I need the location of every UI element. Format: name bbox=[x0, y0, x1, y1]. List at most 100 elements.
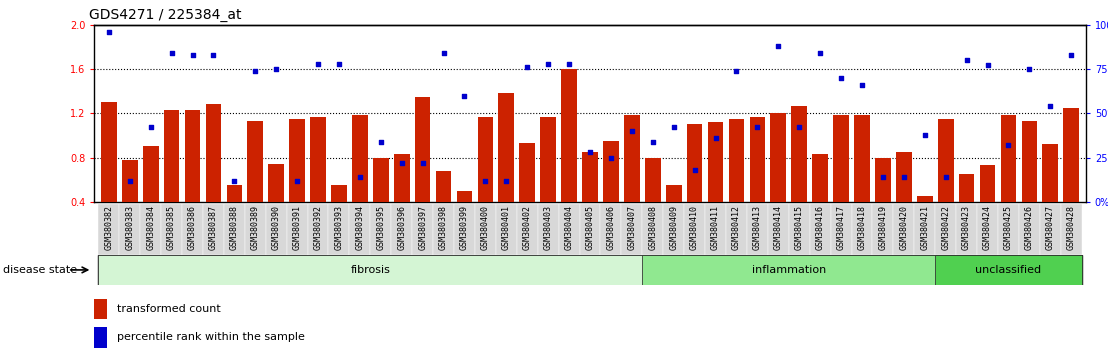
Bar bbox=[684, 204, 705, 255]
Bar bbox=[852, 204, 872, 255]
Bar bbox=[643, 255, 935, 285]
Bar bbox=[414, 97, 431, 202]
Bar bbox=[622, 204, 643, 255]
Bar bbox=[896, 152, 912, 202]
Bar bbox=[977, 204, 998, 255]
Point bbox=[100, 29, 117, 35]
Point bbox=[434, 50, 452, 56]
Bar bbox=[328, 204, 349, 255]
Point bbox=[205, 52, 223, 58]
Bar bbox=[499, 93, 514, 202]
Text: GSM380425: GSM380425 bbox=[1004, 205, 1013, 250]
Bar bbox=[935, 255, 1081, 285]
Text: GSM380407: GSM380407 bbox=[627, 205, 636, 250]
Text: GSM380421: GSM380421 bbox=[921, 205, 930, 250]
Text: GSM380384: GSM380384 bbox=[146, 205, 155, 250]
Point bbox=[978, 63, 996, 68]
Bar bbox=[937, 119, 954, 202]
Point bbox=[142, 125, 160, 130]
Bar bbox=[747, 204, 768, 255]
Text: transformed count: transformed count bbox=[117, 304, 222, 314]
Bar bbox=[956, 204, 977, 255]
Text: GSM380414: GSM380414 bbox=[773, 205, 782, 250]
Bar bbox=[143, 147, 158, 202]
Point bbox=[267, 66, 285, 72]
Text: GSM380393: GSM380393 bbox=[335, 205, 343, 250]
Bar bbox=[541, 116, 556, 202]
Bar bbox=[537, 204, 558, 255]
Text: GSM380422: GSM380422 bbox=[941, 205, 951, 250]
Point bbox=[184, 52, 202, 58]
Text: GSM380400: GSM380400 bbox=[481, 205, 490, 250]
Bar bbox=[226, 185, 243, 202]
Bar bbox=[812, 154, 828, 202]
Bar bbox=[224, 204, 245, 255]
Bar bbox=[94, 298, 107, 319]
Bar bbox=[854, 115, 870, 202]
Bar bbox=[203, 204, 224, 255]
Point bbox=[665, 125, 683, 130]
Bar bbox=[433, 204, 454, 255]
Bar bbox=[789, 204, 810, 255]
Bar bbox=[1019, 204, 1039, 255]
Bar bbox=[373, 158, 389, 202]
Point bbox=[623, 128, 640, 134]
Bar bbox=[310, 116, 326, 202]
Text: GSM380383: GSM380383 bbox=[125, 205, 134, 250]
Bar bbox=[893, 204, 914, 255]
Text: GSM380389: GSM380389 bbox=[250, 205, 259, 250]
Bar bbox=[120, 204, 141, 255]
Bar bbox=[645, 158, 660, 202]
Text: GSM380385: GSM380385 bbox=[167, 205, 176, 250]
Text: GSM380406: GSM380406 bbox=[606, 205, 615, 250]
Point bbox=[330, 61, 348, 67]
Point bbox=[999, 142, 1017, 148]
Point bbox=[372, 139, 390, 144]
Bar bbox=[664, 204, 684, 255]
Point bbox=[581, 149, 598, 155]
Point bbox=[749, 125, 767, 130]
Bar bbox=[516, 204, 537, 255]
Bar bbox=[705, 204, 726, 255]
Bar bbox=[161, 204, 182, 255]
Point bbox=[497, 178, 515, 183]
Point bbox=[707, 135, 725, 141]
Text: GSM380428: GSM380428 bbox=[1067, 205, 1076, 250]
Bar bbox=[454, 204, 475, 255]
Point bbox=[832, 75, 850, 81]
Bar bbox=[247, 121, 263, 202]
Text: GSM380396: GSM380396 bbox=[398, 205, 407, 250]
Bar bbox=[370, 204, 391, 255]
Bar bbox=[958, 174, 974, 202]
Bar bbox=[268, 164, 284, 202]
Bar bbox=[1039, 204, 1060, 255]
Bar bbox=[475, 204, 496, 255]
Point bbox=[540, 61, 557, 67]
Text: GSM380394: GSM380394 bbox=[356, 205, 365, 250]
Bar bbox=[99, 204, 120, 255]
Text: disease state: disease state bbox=[3, 265, 78, 275]
Text: percentile rank within the sample: percentile rank within the sample bbox=[117, 332, 306, 342]
Point bbox=[351, 174, 369, 180]
Bar bbox=[352, 115, 368, 202]
Point bbox=[246, 68, 264, 74]
Text: GSM380418: GSM380418 bbox=[858, 205, 866, 250]
Text: GDS4271 / 225384_at: GDS4271 / 225384_at bbox=[90, 8, 242, 22]
Bar bbox=[393, 154, 410, 202]
Bar bbox=[101, 102, 116, 202]
Bar bbox=[872, 204, 893, 255]
Point bbox=[686, 167, 704, 173]
Bar bbox=[729, 119, 745, 202]
Bar bbox=[1022, 121, 1037, 202]
Bar bbox=[456, 191, 472, 202]
Bar bbox=[935, 204, 956, 255]
Bar bbox=[435, 171, 451, 202]
Text: GSM380405: GSM380405 bbox=[585, 205, 595, 250]
Point bbox=[413, 160, 431, 166]
Text: inflammation: inflammation bbox=[751, 265, 825, 275]
Point bbox=[957, 57, 975, 63]
Bar bbox=[122, 160, 137, 202]
Point bbox=[455, 93, 473, 98]
Text: GSM380388: GSM380388 bbox=[229, 205, 239, 250]
Text: GSM380410: GSM380410 bbox=[690, 205, 699, 250]
